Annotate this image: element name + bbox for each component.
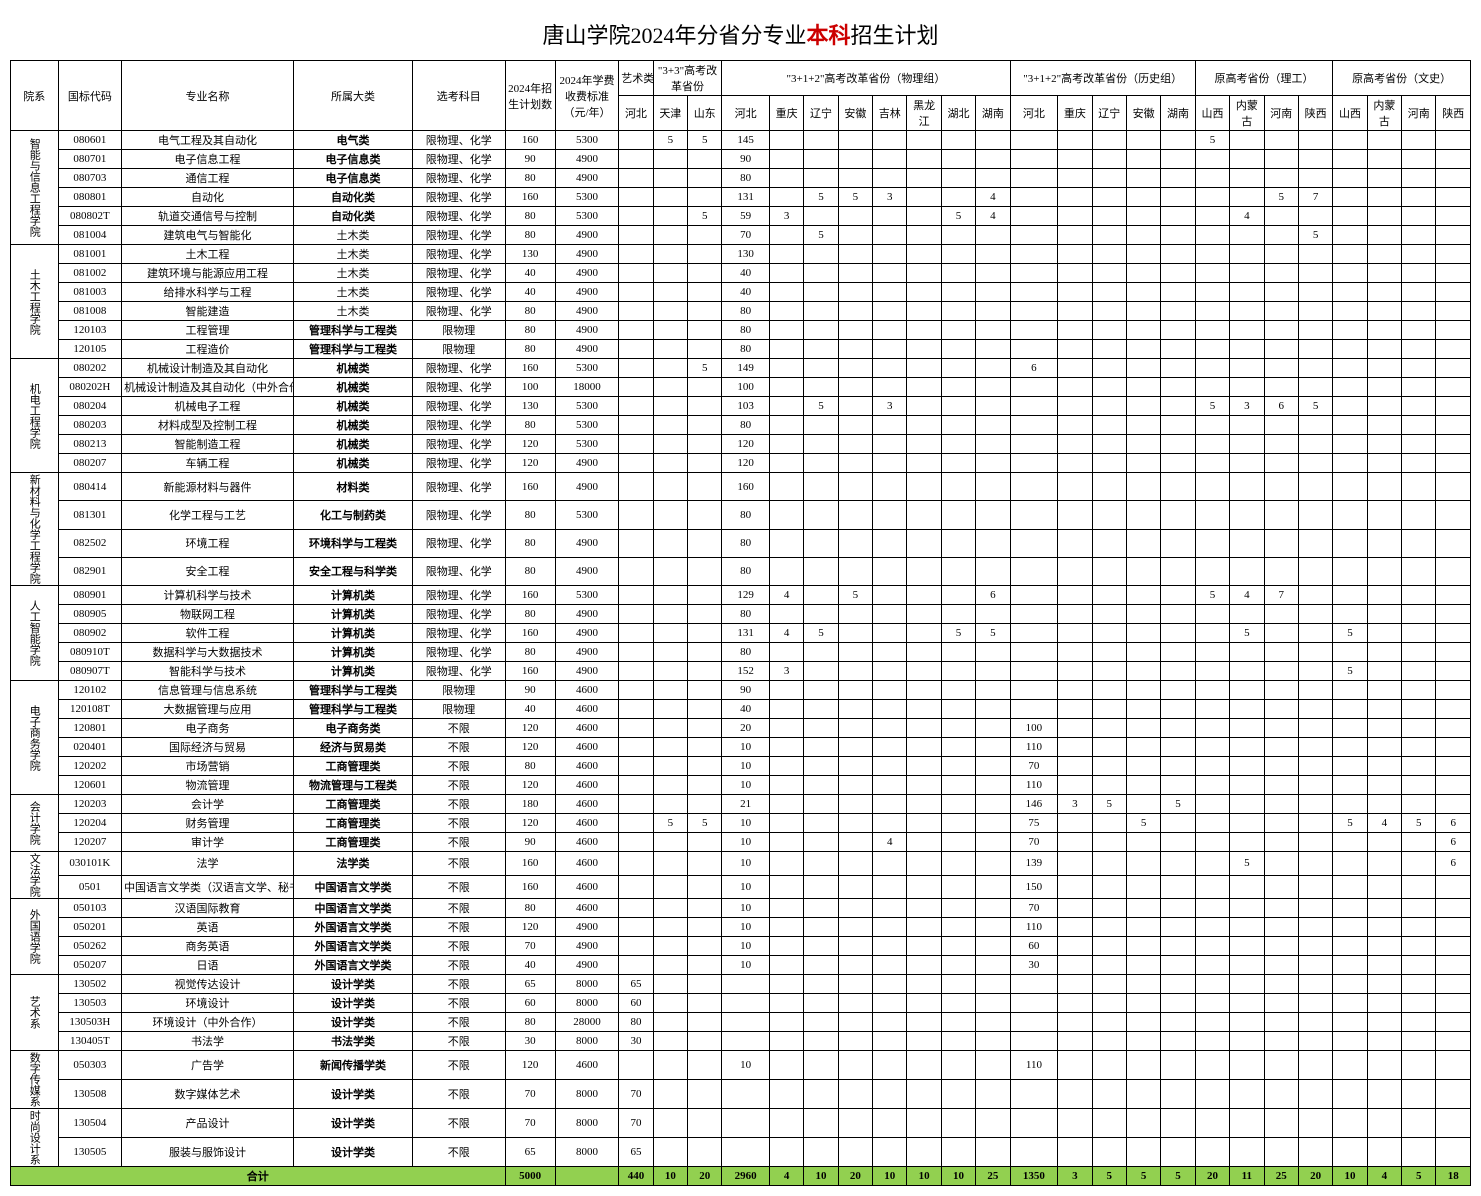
table-row: 新材料与化学工程学院080414新能源材料与器件材料类限物理、化学1604900…	[11, 473, 1471, 501]
dept-cell: 时尚设计系	[11, 1109, 59, 1167]
dept-cell: 人工智能学院	[11, 586, 59, 681]
table-row: 130503环境设计设计学类不限60800060	[11, 994, 1471, 1013]
h-g33: "3+3"高考改革省份	[653, 61, 722, 96]
table-row: 0501中国语言文学类（汉语言文学、秘书学）中国语言文学类不限160460010…	[11, 875, 1471, 899]
table-row: 130503H环境设计（中外合作）设计学类不限802800080	[11, 1013, 1471, 1032]
table-row: 时尚设计系130504产品设计设计学类不限70800070	[11, 1109, 1471, 1138]
table-row: 120103工程管理管理科学与工程类限物理80490080	[11, 321, 1471, 340]
table-row: 080207车辆工程机械类限物理、化学1204900120	[11, 454, 1471, 473]
table-row: 130505服装与服饰设计设计学类不限65800065	[11, 1138, 1471, 1167]
dept-cell: 机电工程学院	[11, 359, 59, 473]
table-row: 081008智能建造土木类限物理、化学80490080	[11, 302, 1471, 321]
table-row: 120202市场营销工商管理类不限8046001070	[11, 757, 1471, 776]
table-row: 人工智能学院080901计算机科学与技术计算机类限物理、化学1605300129…	[11, 586, 1471, 605]
dept-cell: 外国语学院	[11, 899, 59, 975]
table-row: 120204财务管理工商管理类不限120460055107555456	[11, 814, 1471, 833]
table-row: 080902软件工程计算机类限物理、化学1604900131455555	[11, 624, 1471, 643]
table-row: 130508数字媒体艺术设计学类不限70800070	[11, 1080, 1471, 1109]
table-row: 080907T智能科学与技术计算机类限物理、化学160490015235	[11, 662, 1471, 681]
table-row: 电子商务学院120102信息管理与信息系统管理科学与工程类限物理90460090	[11, 681, 1471, 700]
table-row: 会计学院120203会计学工商管理类不限180460021146355	[11, 795, 1471, 814]
table-row: 智能与信息工程学院080601电气工程及其自动化电气类限物理、化学1605300…	[11, 131, 1471, 150]
table-row: 050201英语外国语言文学类不限120490010110	[11, 918, 1471, 937]
table-row: 外国语学院050103汉语国际教育中国语言文学类不限8046001070	[11, 899, 1471, 918]
table-row: 文法学院030101K法学法学类不限16046001013956	[11, 852, 1471, 876]
table-row: 080213智能制造工程机械类限物理、化学1205300120	[11, 435, 1471, 454]
h-olds: 原高考省份（理工）	[1195, 61, 1333, 96]
table-row: 050207日语外国语言文学类不限4049001030	[11, 956, 1471, 975]
table-row: 080203材料成型及控制工程机械类限物理、化学80530080	[11, 416, 1471, 435]
table-row: 080905物联网工程计算机类限物理、化学80490080	[11, 605, 1471, 624]
dept-cell: 土木工程学院	[11, 245, 59, 359]
table-row: 080204机械电子工程机械类限物理、化学1305300103535365	[11, 397, 1471, 416]
dept-cell: 会计学院	[11, 795, 59, 852]
table-row: 080802T轨道交通信号与控制自动化类限物理、化学8053005593544	[11, 207, 1471, 226]
h-g312h: "3+1+2"高考改革省份（历史组）	[1010, 61, 1195, 96]
h-plan: 2024年招生计划数	[505, 61, 555, 131]
dept-cell: 新材料与化学工程学院	[11, 473, 59, 586]
h-art: 艺术类	[619, 61, 653, 96]
h-dept: 院系	[11, 61, 59, 131]
total-row: 合计50004401020296041020101010251350355520…	[11, 1167, 1471, 1186]
dept-cell: 电子商务学院	[11, 681, 59, 795]
table-row: 081002建筑环境与能源应用工程土木类限物理、化学40490040	[11, 264, 1471, 283]
table-row: 130405T书法学书法学类不限30800030	[11, 1032, 1471, 1051]
dept-cell: 数字传媒系	[11, 1051, 59, 1109]
table-row: 080801自动化自动化类限物理、化学1605300131553457	[11, 188, 1471, 207]
plan-table: 院系 国标代码 专业名称 所属大类 选考科目 2024年招生计划数 2024年学…	[10, 60, 1471, 1186]
table-row: 080910T数据科学与大数据技术计算机类限物理、化学80490080	[11, 643, 1471, 662]
table-row: 081004建筑电气与智能化土木类限物理、化学8049007055	[11, 226, 1471, 245]
table-row: 土木工程学院081001土木工程土木类限物理、化学1304900130	[11, 245, 1471, 264]
h-g312p: "3+1+2"高考改革省份（物理组）	[722, 61, 1010, 96]
h-cat: 所属大类	[293, 61, 412, 131]
table-row: 081301化学工程与工艺化工与制药类限物理、化学80530080	[11, 501, 1471, 529]
table-row: 080703通信工程电子信息类限物理、化学80490080	[11, 169, 1471, 188]
table-row: 120207审计学工商管理类不限904600104706	[11, 833, 1471, 852]
table-row: 080701电子信息工程电子信息类限物理、化学90490090	[11, 150, 1471, 169]
dept-cell: 智能与信息工程学院	[11, 131, 59, 245]
h-olda: 原高考省份（文史）	[1333, 61, 1471, 96]
table-row: 050262商务英语外国语言文学类不限7049001060	[11, 937, 1471, 956]
table-row: 020401国际经济与贸易经济与贸易类不限120460010110	[11, 738, 1471, 757]
table-row: 082901安全工程安全工程与科学类限物理、化学80490080	[11, 557, 1471, 585]
h-subj: 选考科目	[412, 61, 505, 131]
dept-cell: 文法学院	[11, 852, 59, 899]
table-row: 120801电子商务电子商务类不限120460020100	[11, 719, 1471, 738]
table-row: 082502环境工程环境科学与工程类限物理、化学80490080	[11, 529, 1471, 557]
table-row: 120108T大数据管理与应用管理科学与工程类限物理40460040	[11, 700, 1471, 719]
table-row: 120601物流管理物流管理与工程类不限120460010110	[11, 776, 1471, 795]
h-major: 专业名称	[122, 61, 294, 131]
dept-cell: 艺术系	[11, 975, 59, 1051]
table-row: 080202H机械设计制造及其自动化（中外合作）机械类限物理、化学1001800…	[11, 378, 1471, 397]
h-fee: 2024年学费收费标准（元/年）	[555, 61, 618, 131]
table-row: 数字传媒系050303广告学新闻传播学类不限120460010110	[11, 1051, 1471, 1080]
table-row: 机电工程学院080202机械设计制造及其自动化机械类限物理、化学16053005…	[11, 359, 1471, 378]
h-code: 国标代码	[58, 61, 121, 131]
table-row: 120105工程造价管理科学与工程类限物理80490080	[11, 340, 1471, 359]
table-row: 艺术系130502视觉传达设计设计学类不限65800065	[11, 975, 1471, 994]
page-title: 唐山学院2024年分省分专业本科招生计划	[10, 18, 1471, 50]
table-row: 081003给排水科学与工程土木类限物理、化学40490040	[11, 283, 1471, 302]
